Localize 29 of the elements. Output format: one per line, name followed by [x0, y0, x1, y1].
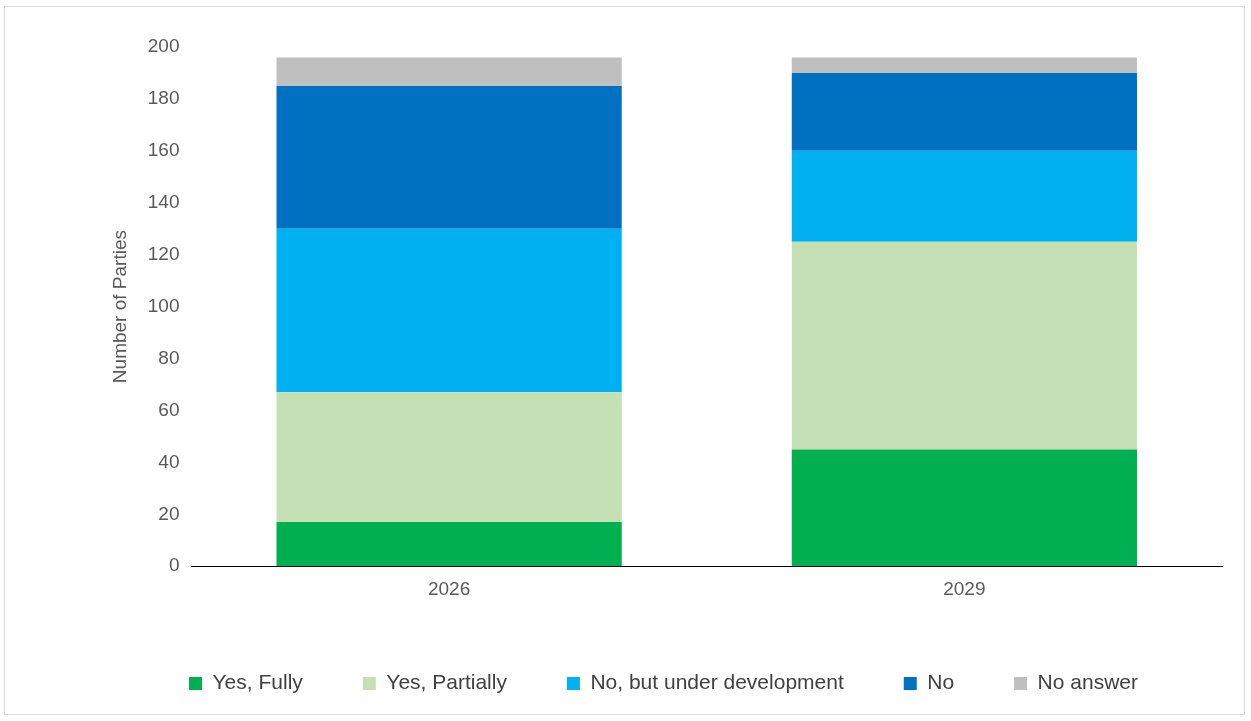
- y-tick-label: 140: [147, 190, 180, 212]
- legend-label: No: [927, 670, 955, 694]
- bar: [791, 57, 1137, 73]
- bar: [276, 392, 622, 523]
- bar: [276, 522, 622, 567]
- bar: [276, 85, 622, 229]
- legend-label: No answer: [1037, 670, 1138, 694]
- y-tick-label: 100: [147, 294, 180, 316]
- y-tick-label: 20: [158, 502, 180, 524]
- bar: [276, 228, 622, 393]
- y-tick-label: 80: [158, 346, 180, 368]
- y-tick-label: 160: [147, 139, 180, 161]
- bar: [276, 57, 622, 86]
- legend-label: No, but under development: [590, 670, 844, 694]
- bar: [791, 150, 1137, 242]
- bar: [791, 241, 1137, 450]
- y-tick-label: 60: [158, 398, 180, 420]
- x-tick-label: 2029: [943, 577, 986, 599]
- y-tick-label: 40: [158, 450, 180, 472]
- x-tick-label: 2026: [427, 577, 471, 599]
- legend-label: Yes, Fully: [212, 670, 304, 694]
- bar: [791, 449, 1137, 567]
- legend-label: Yes, Partially: [386, 670, 508, 694]
- y-axis-title: Number of Parties: [108, 230, 130, 384]
- y-tick-label: 180: [147, 87, 180, 109]
- y-tick-label: 120: [147, 242, 180, 264]
- y-tick-label: 0: [168, 554, 180, 576]
- bar: [791, 72, 1137, 151]
- y-tick-label: 200: [147, 35, 180, 57]
